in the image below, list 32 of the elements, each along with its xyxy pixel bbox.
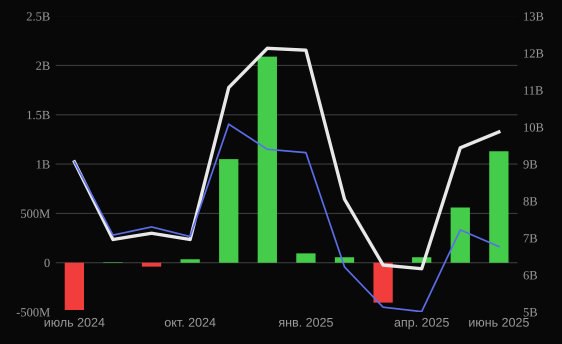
y2-tick-label: 10B — [524, 123, 544, 132]
y-tick-label: -500M — [16, 308, 50, 316]
line-series — [74, 123, 500, 312]
bar — [64, 262, 84, 310]
y-tick-label: 1B — [36, 160, 50, 168]
y2-tick-label: 9B — [523, 160, 537, 169]
bar — [180, 259, 200, 263]
bar — [219, 159, 238, 263]
y-tick-label: 500M — [21, 209, 50, 218]
bar — [373, 262, 393, 303]
y2-tick-label: 6B — [524, 271, 537, 280]
y2-tick-label: 12B — [524, 49, 544, 58]
y2-tick-label: 7B — [524, 234, 537, 242]
y2-tick-label: 5B — [524, 308, 537, 316]
line-series — [72, 46, 501, 270]
y-tick-label: 0 — [44, 258, 50, 268]
y2-tick-label: 8B — [524, 197, 537, 206]
bar — [489, 151, 509, 263]
bar — [450, 207, 470, 263]
y-tick-label: 2B — [36, 62, 50, 70]
y-tick-label: 1.5B — [27, 110, 50, 120]
x-tick-label: окт. 2024 — [164, 318, 216, 327]
x-tick-label: апр. 2025 — [394, 318, 449, 330]
bar — [142, 262, 162, 267]
bar — [296, 253, 316, 263]
y-tick-label: 2.5B — [26, 12, 50, 21]
x-tick-label: июль 2024 — [44, 318, 105, 327]
x-tick-label: янв. 2025 — [278, 318, 333, 327]
x-tick-label: июнь 2025 — [469, 318, 529, 327]
bar — [258, 56, 277, 263]
y2-tick-label: 11B — [524, 86, 543, 94]
y2-tick-label: 13B — [524, 12, 544, 21]
